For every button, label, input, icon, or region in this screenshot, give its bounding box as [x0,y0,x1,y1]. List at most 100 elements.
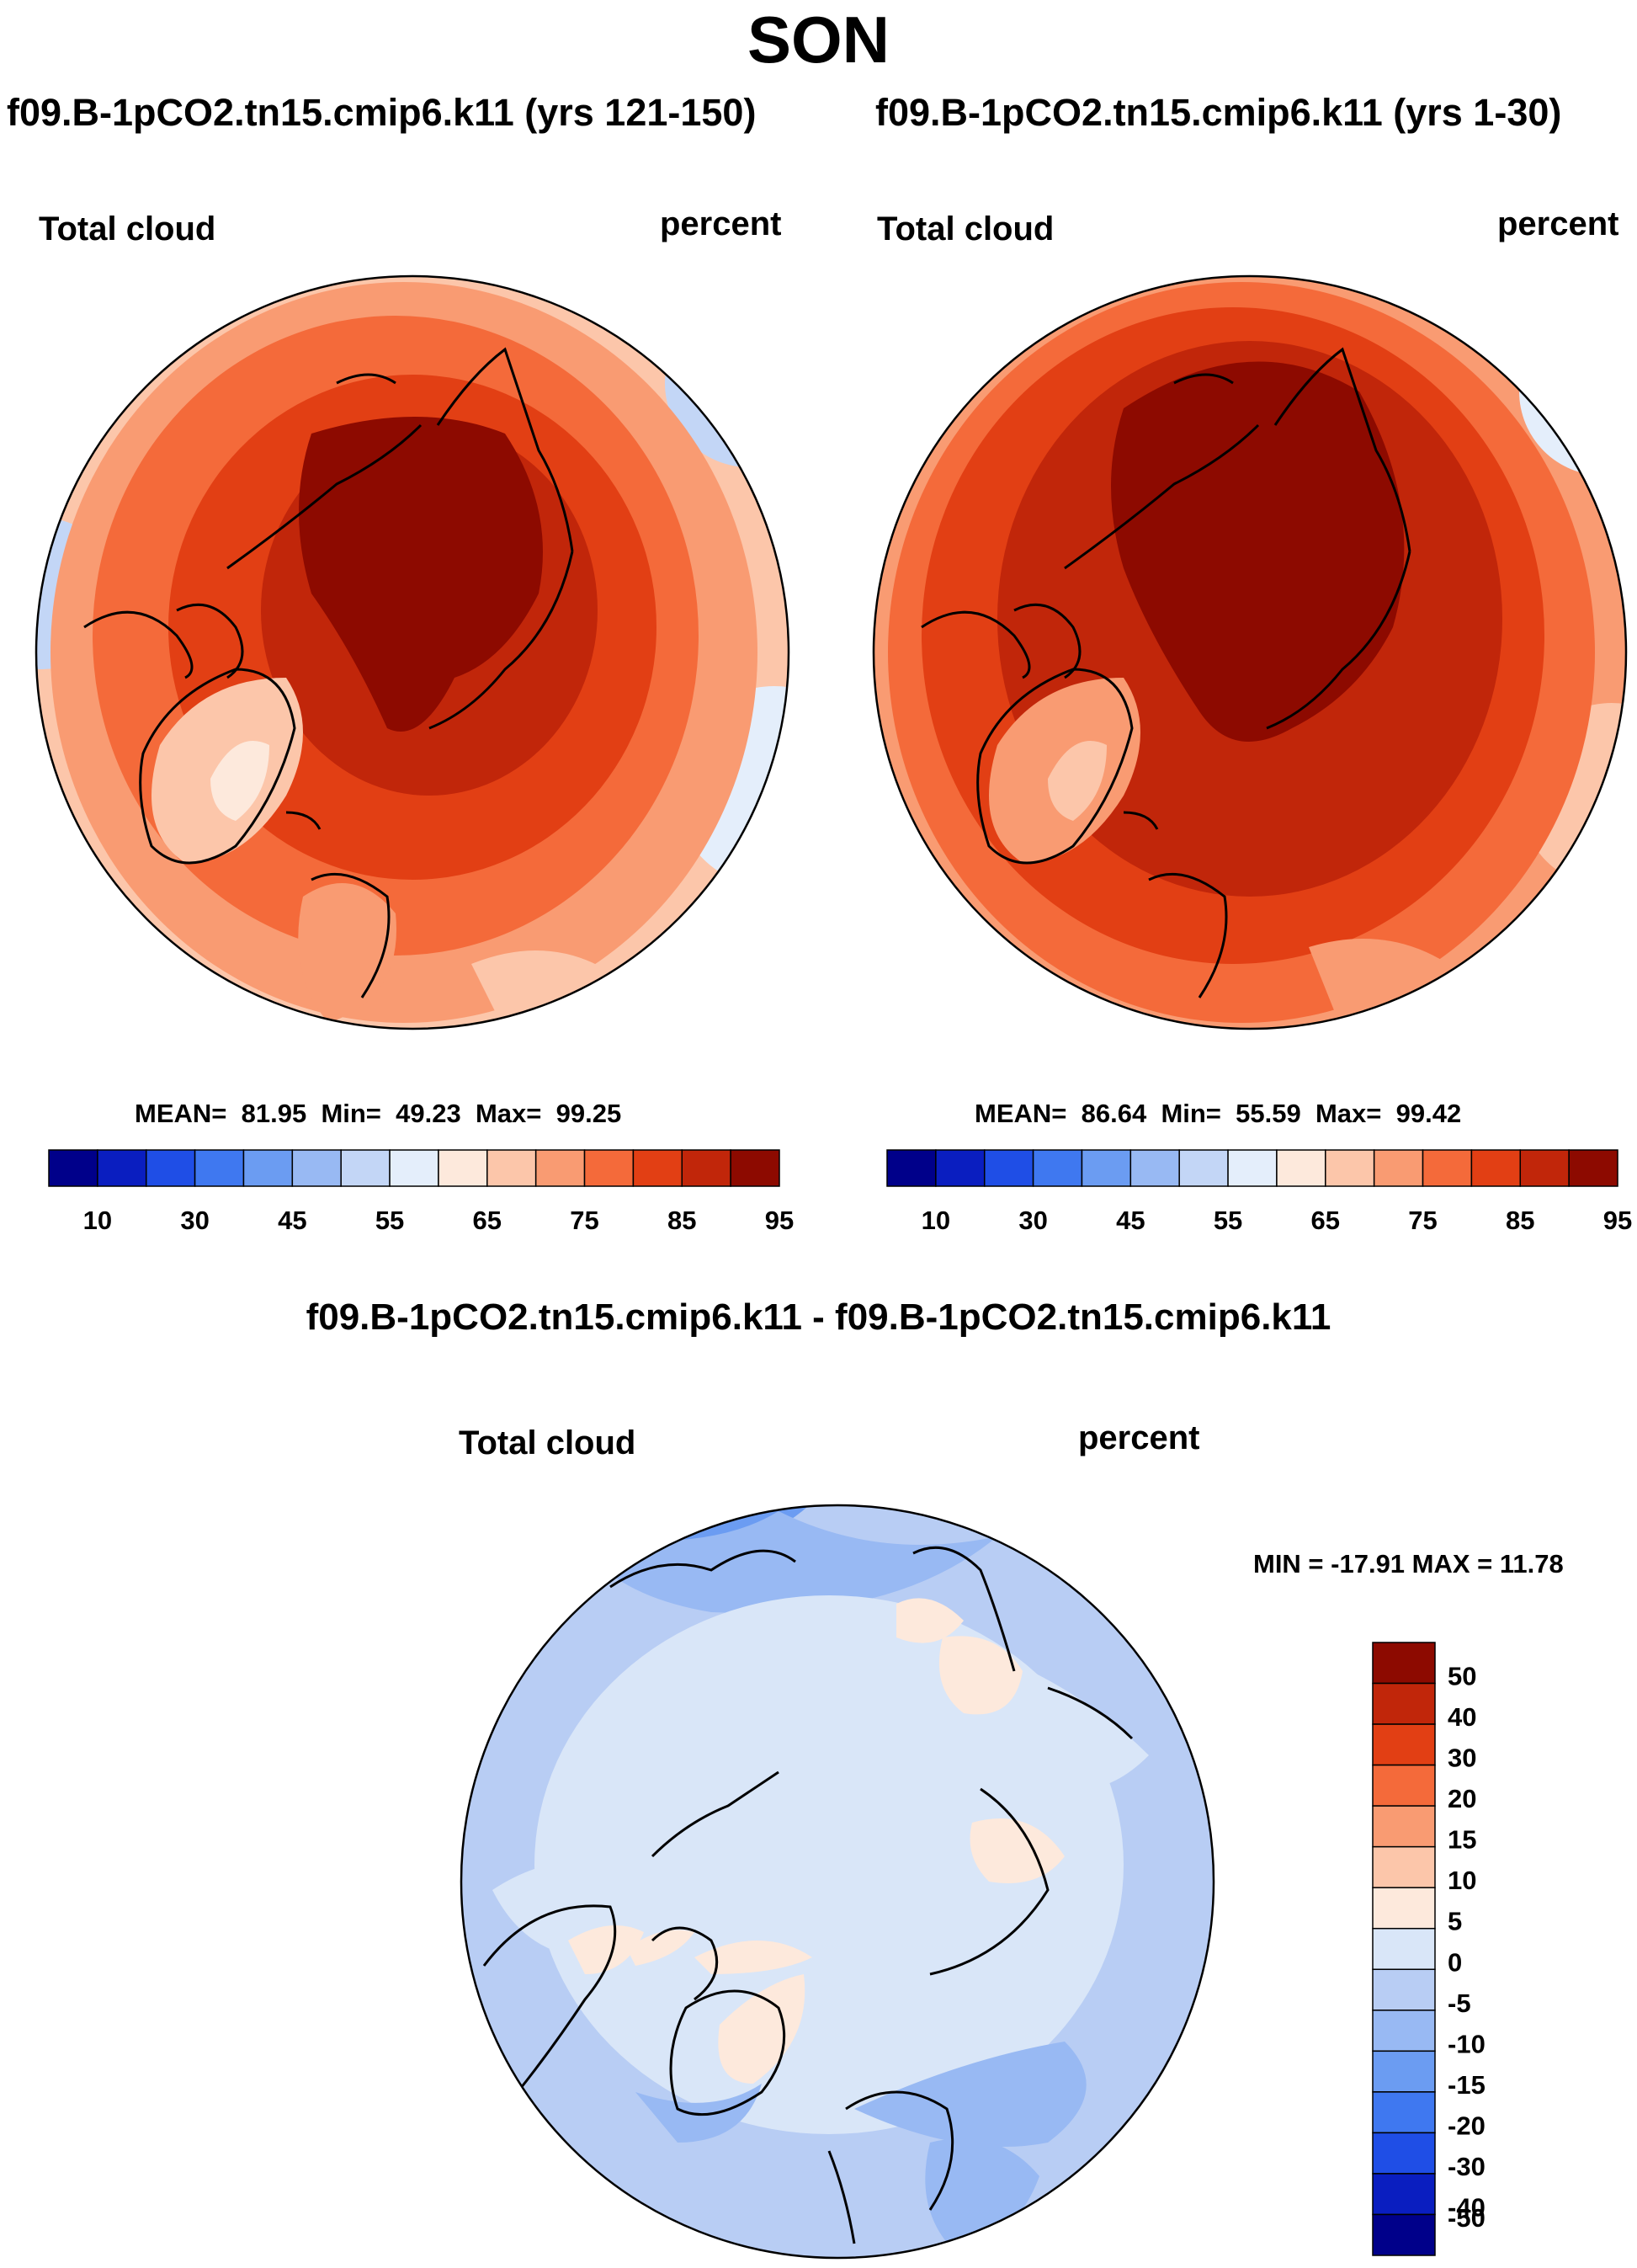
panel1-colorbar-tick-label: 55 [375,1206,404,1235]
panel1-mean-label: MEAN= [135,1099,227,1128]
panel2-run-title: f09.B-1pCO2.tn15.cmip6.k11 (yrs 1-30) [875,91,1562,134]
panel1-colorbar-box-14 [730,1149,780,1187]
diff-colorbar-box-13 [1372,2173,1436,2216]
panel2-colorbar-tick-label: 95 [1603,1206,1632,1235]
panel1-colorbar-box-9 [486,1149,537,1187]
diff-colorbar-tick-label: -20 [1448,2111,1486,2140]
diff-colorbar-box-1 [1372,1682,1436,1725]
diff-colorbar-box-7 [1372,1927,1436,1971]
panel2-colorbar-box-14 [1568,1149,1618,1187]
panel2-colorbar-box-10 [1373,1149,1424,1187]
panel2-mean-value: 86.64 [1081,1099,1147,1128]
diff-colorbar-tick-label: 40 [1448,1702,1476,1732]
diff-colorbar-box-0 [1372,1642,1436,1685]
panel1-colorbar-tick-label: 75 [570,1206,598,1235]
diff-colorbar-box-4 [1372,1805,1436,1848]
panel1-colorbar-box-5 [291,1149,342,1187]
panel2-colorbar-tick-label: 10 [922,1206,950,1235]
panel2-colorbar-tick-label: 85 [1506,1206,1534,1235]
panel2-colorbar-box-4 [1081,1149,1132,1187]
diff-colorbar-box-14 [1372,2213,1436,2256]
panel1-colorbar-box-11 [583,1149,635,1187]
panel1-colorbar-tick-label: 10 [83,1206,112,1235]
panel1-map [35,274,790,1030]
diff-colorbar-tick-label: -30 [1448,2152,1486,2181]
diff-colorbar-box-5 [1372,1845,1436,1888]
panel2-map [872,274,1628,1030]
panel1-colorbar-tick-label: 45 [278,1206,306,1235]
diff-colorbar-box-8 [1372,1968,1436,2011]
diff-colorbar-box-12 [1372,2132,1436,2175]
panel2-units: percent [1497,205,1619,242]
diff-variable: Total cloud [459,1424,636,1461]
panel1-mean-value: 81.95 [241,1099,307,1128]
diff-colorbar-tick-label: 5 [1448,1907,1462,1936]
panel1-colorbar-box-7 [389,1149,439,1187]
panel2-colorbar-box-1 [935,1149,986,1187]
panel1-max-value: 99.25 [555,1099,622,1128]
panel2-colorbar-tick-label: 65 [1311,1206,1340,1235]
panel1-colorbar-box-0 [48,1149,98,1187]
panel1-colorbar-tick-label: 95 [765,1206,794,1235]
panel2-mean-label: MEAN= [975,1099,1067,1128]
panel1-colorbar-box-6 [340,1149,391,1187]
diff-colorbar-tick-label: -5 [1448,1988,1471,2018]
panel1-units: percent [660,205,782,242]
panel2-colorbar-box-6 [1178,1149,1229,1187]
panel2-min-label: Min= [1161,1099,1221,1128]
diff-units: percent [1078,1419,1200,1456]
panel2-variable: Total cloud [877,210,1055,248]
panel1-colorbar-box-4 [242,1149,294,1187]
diff-colorbar-tick-label: 0 [1448,1947,1462,1977]
panel1-colorbar-tick-label: 85 [667,1206,696,1235]
diff-colorbar-tick-label: -40 [1448,2192,1486,2222]
panel1-colorbar-tick-label: 30 [180,1206,209,1235]
panel2-colorbar-box-2 [983,1149,1034,1187]
panel1-min-label: Min= [321,1099,381,1128]
diff-colorbar-tick-label: 50 [1448,1662,1476,1691]
panel2-colorbar-tick-label: 55 [1214,1206,1242,1235]
panel1-run-title: f09.B-1pCO2.tn15.cmip6.k11 (yrs 121-150) [7,91,757,134]
diff-colorbar-box-3 [1372,1764,1436,1807]
diff-colorbar-tick-label: -10 [1448,2029,1486,2058]
panel1-max-label: Max= [475,1099,542,1128]
panel2-max-label: Max= [1315,1099,1382,1128]
panel1-colorbar-box-10 [534,1149,586,1187]
panel1-variable: Total cloud [39,210,216,248]
panel2-colorbar-box-13 [1519,1149,1570,1187]
diff-colorbar-box-2 [1372,1723,1436,1766]
panel2-colorbar-box-0 [886,1149,937,1187]
diff-range: MIN = -17.91 MAX = 11.78 [1253,1549,1564,1579]
panel1-colorbar-box-2 [145,1149,196,1187]
panel2-colorbar-box-3 [1032,1149,1083,1187]
diff-map [460,1504,1215,2260]
diff-colorbar-tick-label: 20 [1448,1784,1476,1813]
panel1-colorbar-box-13 [681,1149,731,1187]
panel2-colorbar-tick-label: 30 [1018,1206,1047,1235]
diff-colorbar-box-10 [1372,2050,1436,2093]
panel1-colorbar-box-8 [438,1149,488,1187]
diff-colorbar-tick-label: -15 [1448,2070,1486,2100]
panel1-colorbar-box-1 [97,1149,147,1187]
panel1-colorbar-box-3 [194,1149,245,1187]
panel2-colorbar-box-8 [1276,1149,1326,1187]
panel1-colorbar-tick-label: 65 [473,1206,502,1235]
diff-colorbar-tick-label: 10 [1448,1866,1476,1895]
panel2-stats: MEAN= 86.64 Min= 55.59 Max= 99.42 [975,1099,1461,1129]
panel2-colorbar: 10 30 45 55 65 75 85 95 [886,1149,1632,1235]
diff-run-title: f09.B-1pCO2.tn15.cmip6.k11 - f09.B-1pCO2… [306,1296,1331,1338]
panel1-min-value: 49.23 [396,1099,461,1128]
panel2-colorbar-box-7 [1227,1149,1278,1187]
panel2-colorbar-box-5 [1129,1149,1180,1187]
diff-colorbar-box-9 [1372,2010,1436,2052]
diff-colorbar-box-11 [1372,2091,1436,2134]
diff-colorbar-tick-label: -50 [1448,2203,1486,2233]
panel2-colorbar-box-9 [1325,1149,1375,1187]
diff-colorbar-tick-label: 15 [1448,1825,1476,1855]
panel1-colorbar: 10 30 45 55 65 75 85 95 [48,1149,794,1235]
panel2-colorbar-box-11 [1422,1149,1473,1187]
panel2-max-value: 99.42 [1395,1099,1462,1128]
panel2-colorbar-tick-label: 75 [1408,1206,1437,1235]
panel2-min-value: 55.59 [1236,1099,1301,1128]
